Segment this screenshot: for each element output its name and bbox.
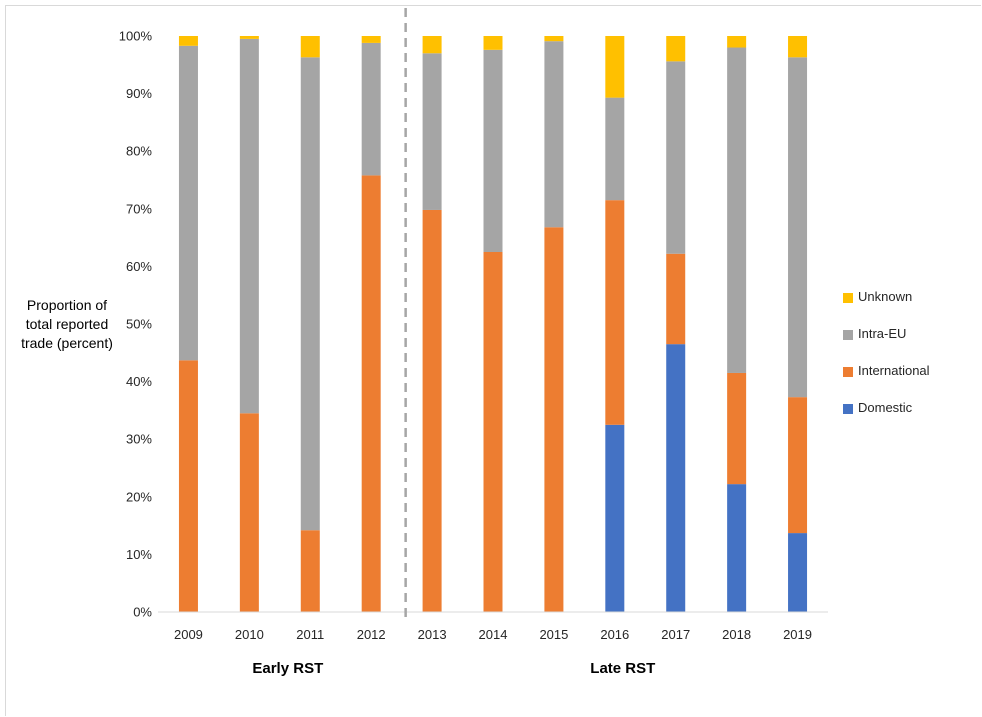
legend-label-unknown: Unknown — [858, 289, 913, 304]
bar-segment-unknown-2012 — [361, 36, 381, 43]
period-group-labels: Early RST Late RST — [252, 660, 655, 677]
y-tick-label: 100% — [119, 29, 153, 44]
x-tick-label: 2014 — [479, 627, 508, 642]
y-tick-label: 30% — [126, 432, 152, 447]
y-axis-label: Proportion of total reported trade (perc… — [6, 296, 128, 353]
x-tick-label: 2013 — [418, 627, 447, 642]
bar-segment-intra-eu-2016 — [605, 97, 625, 201]
bar-segment-domestic-2017 — [666, 344, 686, 612]
legend-swatch-intra-eu — [843, 330, 853, 340]
x-tick-label: 2009 — [174, 627, 203, 642]
y-axis-label-line-1: Proportion of — [26, 297, 108, 313]
y-tick-label: 50% — [126, 317, 152, 332]
y-tick-label: 90% — [126, 86, 152, 101]
bar-segment-unknown-2018 — [727, 36, 747, 48]
y-tick-label: 40% — [126, 374, 152, 389]
bar-segment-domestic-2016 — [605, 424, 625, 612]
bar-segment-international-2016 — [605, 200, 625, 425]
y-axis-ticks: 0% 10% 20% 30% 40% 50% 60% 70% 80% 90% 100% — [119, 29, 153, 620]
x-axis-ticks: 2009 2010 2011 2012 2013 2014 2015 2016 2017 2018… — [174, 627, 812, 642]
legend-label-domestic: Domestic — [858, 400, 913, 415]
x-tick-label: 2016 — [600, 627, 629, 642]
bar-segment-unknown-2015 — [544, 36, 564, 42]
bar-segment-unknown-2013 — [422, 36, 442, 54]
bar-segment-intra-eu-2010 — [239, 38, 259, 414]
x-tick-label: 2012 — [357, 627, 386, 642]
bar-segment-intra-eu-2014 — [483, 49, 503, 252]
x-tick-label: 2019 — [783, 627, 812, 642]
y-tick-label: 20% — [126, 489, 152, 504]
bar-segment-intra-eu-2017 — [666, 61, 686, 254]
y-axis-label-line-3: trade (percent) — [21, 335, 113, 351]
bar-segment-unknown-2019 — [788, 36, 808, 58]
period-label: Early RST — [252, 660, 323, 677]
legend-swatch-domestic — [843, 404, 853, 414]
x-tick-label: 2018 — [722, 627, 751, 642]
bars — [178, 36, 808, 612]
y-tick-label: 0% — [133, 605, 152, 620]
x-tick-label: 2011 — [296, 627, 324, 642]
y-tick-label: 80% — [126, 144, 152, 159]
bar-segment-intra-eu-2019 — [788, 57, 808, 398]
bar-segment-intra-eu-2009 — [178, 45, 198, 361]
y-axis-label-line-2: total reported — [25, 316, 109, 332]
bar-segment-international-2018 — [727, 372, 747, 485]
bar-segment-international-2010 — [239, 413, 259, 612]
legend-label-intra-eu: Intra-EU — [858, 326, 907, 341]
legend-label-international: International — [858, 363, 930, 378]
bar-segment-domestic-2018 — [727, 484, 747, 612]
bar-segment-international-2011 — [300, 530, 320, 612]
bar-segment-intra-eu-2013 — [422, 53, 442, 210]
y-tick-label: 10% — [126, 547, 152, 562]
y-tick-label: 70% — [126, 201, 152, 216]
y-tick-label: 60% — [126, 259, 152, 274]
bar-segment-intra-eu-2012 — [361, 42, 381, 176]
bar-segment-unknown-2017 — [666, 36, 686, 62]
chart-frame — [5, 5, 981, 716]
bar-segment-international-2013 — [422, 209, 442, 612]
bar-segment-unknown-2011 — [300, 36, 320, 58]
bar-segment-international-2009 — [178, 360, 198, 612]
bar-segment-intra-eu-2018 — [727, 47, 747, 373]
bar-segment-international-2017 — [666, 253, 686, 345]
bar-segment-unknown-2009 — [178, 36, 198, 46]
x-tick-label: 2017 — [661, 627, 690, 642]
bar-segment-international-2015 — [544, 227, 564, 612]
legend-swatch-international — [843, 367, 853, 377]
bar-segment-unknown-2010 — [239, 36, 259, 39]
bar-segment-international-2012 — [361, 175, 381, 612]
period-label: Late RST — [590, 660, 655, 677]
bar-segment-intra-eu-2015 — [544, 41, 564, 228]
bar-segment-unknown-2016 — [605, 36, 625, 98]
bar-segment-intra-eu-2011 — [300, 57, 320, 531]
x-tick-label: 2015 — [539, 627, 568, 642]
legend-swatch-unknown — [843, 293, 853, 303]
bar-segment-unknown-2014 — [483, 36, 503, 50]
bar-segment-international-2014 — [483, 252, 503, 612]
bar-segment-domestic-2019 — [788, 533, 808, 612]
bar-segment-international-2019 — [788, 397, 808, 534]
x-tick-label: 2010 — [235, 627, 264, 642]
